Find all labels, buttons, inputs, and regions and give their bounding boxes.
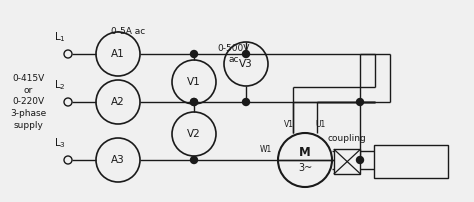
Text: 0-500V
ac: 0-500V ac [218,44,250,64]
Circle shape [191,99,198,105]
Circle shape [191,50,198,58]
Text: V1: V1 [187,77,201,87]
Text: A1: A1 [111,49,125,59]
Text: L$_3$: L$_3$ [54,136,66,150]
Text: L$_2$: L$_2$ [54,78,66,92]
Text: W1: W1 [260,145,272,154]
Text: V1: V1 [284,120,294,129]
Circle shape [243,99,249,105]
Bar [374,145,448,178]
Text: Load unit: Load unit [390,157,432,166]
Text: V2: V2 [187,129,201,139]
Text: 0-5A ac: 0-5A ac [111,27,145,36]
Bar [334,149,360,174]
Text: 0-415V
or
0-220V
3-phase
supply: 0-415V or 0-220V 3-phase supply [10,74,46,130]
Text: U1: U1 [316,120,326,129]
Text: A2: A2 [111,97,125,107]
Text: M: M [299,145,311,159]
Text: V3: V3 [239,59,253,69]
Circle shape [191,99,198,105]
Text: coupling: coupling [328,135,366,143]
Circle shape [191,157,198,163]
Text: A3: A3 [111,155,125,165]
Circle shape [356,99,364,105]
Circle shape [356,157,364,163]
Circle shape [243,50,249,58]
Text: 3~: 3~ [298,163,312,173]
Text: L$_1$: L$_1$ [54,30,66,44]
